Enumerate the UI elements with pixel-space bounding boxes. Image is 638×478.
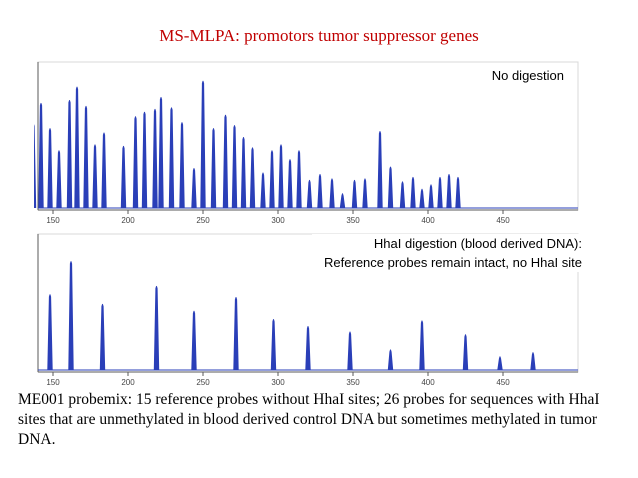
peak [377,131,383,209]
peak [362,178,368,209]
probemix-caption: ME001 probemix: 15 reference probes with… [18,391,600,448]
peak [399,181,406,209]
peak [329,178,335,209]
electropherogram-no-digestion-svg: 150 200 250 300 350 400 450 [34,61,579,225]
x-tick-label: 400 [421,378,435,387]
peak [200,80,206,209]
peak [497,356,503,371]
x-tick-label: 250 [196,216,210,225]
no-digestion-label-text: No digestion [491,68,564,83]
peak [74,86,80,209]
x-tick-label: 200 [121,378,135,387]
peak [231,125,238,209]
peak [99,303,106,371]
peak [47,128,53,209]
peak [387,349,394,371]
electropherogram-hhai-digestion: 150 200 250 300 350 400 450 [34,230,582,388]
peak [191,310,197,371]
peak [66,99,73,209]
peak [153,285,160,371]
x-tick-label: 150 [46,216,60,225]
peak [249,147,256,209]
peak [339,193,346,209]
peak [410,176,416,209]
peak [38,102,44,209]
peak [428,184,434,209]
electropherogram-hhai-digestion-svg: 150 200 250 300 350 400 450 [37,233,579,387]
peak [158,97,164,209]
hhai-digestion-label-line1: HhaI digestion (blood derived DNA): [373,236,582,251]
x-tick-label: 350 [346,216,360,225]
peak [222,114,229,209]
x-tick-label: 450 [496,216,510,225]
x-tick-label: 300 [271,378,285,387]
hhai-digestion-label-line2: Reference probes remain intact, no HhaI … [324,255,582,270]
peak [419,320,425,371]
peak [269,150,275,209]
peak [120,145,127,209]
peak [47,294,53,371]
peak [191,168,197,209]
peak [56,150,62,209]
peak [462,334,469,371]
peak [34,124,37,209]
peak [270,319,277,371]
hhai-digestion-label: HhaI digestion (blood derived DNA): Refe… [312,234,582,272]
peak [141,111,148,209]
peak [233,296,239,371]
x-tick-label: 300 [271,216,285,225]
peak [101,132,107,209]
electropherogram-no-digestion: 150 200 250 300 350 400 450 [34,58,582,226]
x-tick-label: 250 [196,378,210,387]
peak [210,128,217,209]
x-tick-label: 400 [421,216,435,225]
peak [351,179,358,209]
peak [419,188,425,209]
peak [83,105,89,209]
peak [260,172,266,209]
peak [68,261,74,371]
x-tick-label: 200 [121,216,135,225]
peak [240,136,247,209]
peak [437,176,443,209]
no-digestion-label: No digestion [470,66,564,85]
x-tick-label: 150 [46,378,60,387]
peak [446,173,452,209]
peak [387,166,394,209]
peak [278,144,284,209]
peak [530,352,536,371]
peak [287,159,293,209]
peak [152,108,158,209]
peak [347,331,353,371]
peak [168,107,175,209]
peak [455,176,461,209]
peak [306,179,313,209]
x-tick-label: 450 [496,378,510,387]
x-tick-label: 350 [346,378,360,387]
peak [179,122,185,209]
peak [92,144,98,209]
peak [296,150,302,209]
peak [132,116,139,209]
slide-title: MS-MLPA: promotors tumor suppressor gene… [159,26,479,45]
peak [305,325,311,371]
peak [317,173,323,209]
